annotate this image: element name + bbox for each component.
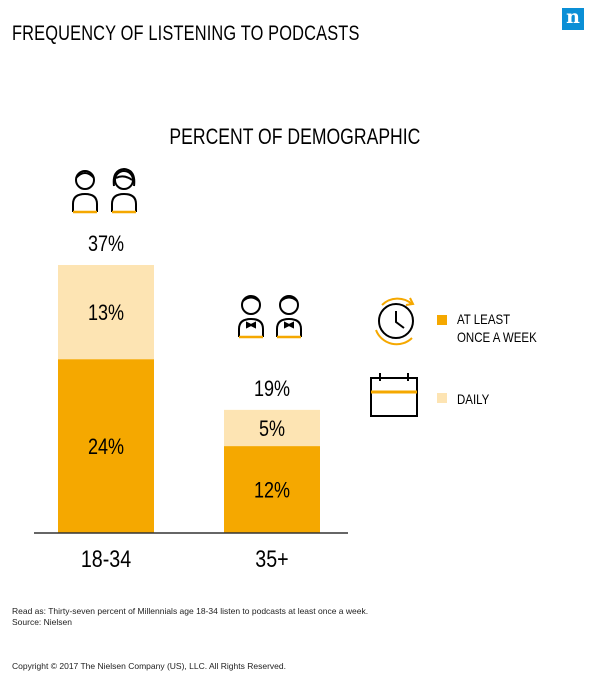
data-label-weekly-1: 24%	[88, 435, 124, 459]
bar-chart: 24% 13% 37% 18-34 12% 5% 19% 35+	[34, 167, 447, 572]
millennial-couple-icon	[72, 167, 137, 214]
bar-weekly-1	[58, 359, 154, 533]
clock-icon	[375, 297, 415, 346]
calendar-icon	[370, 373, 418, 417]
total-label-1: 37%	[88, 232, 124, 256]
footnote: Read as: Thirty-seven percent of Millenn…	[12, 606, 368, 628]
chart-subtitle: PERCENT OF DEMOGRAPHIC	[169, 124, 420, 149]
legend-label-daily: DAILY	[457, 391, 490, 407]
data-label-daily-2: 5%	[259, 417, 285, 441]
older-couple-icon	[238, 295, 302, 339]
nielsen-logo: n	[562, 8, 584, 30]
footnote-source: Source: Nielsen	[12, 617, 73, 627]
legend-swatch-daily	[437, 393, 447, 403]
category-label-2: 35+	[255, 545, 288, 572]
total-label-2: 19%	[254, 377, 290, 401]
bar-weekly-2	[224, 446, 320, 533]
legend-swatch-weekly	[437, 315, 447, 325]
footnote-read-as: Read as: Thirty-seven percent of Millenn…	[12, 606, 369, 616]
bar-daily-1	[58, 265, 154, 360]
legend-label-weekly: AT LEAST ONCE A WEEK	[457, 311, 537, 345]
category-label-1: 18-34	[81, 545, 131, 572]
data-label-weekly-2: 12%	[254, 479, 290, 503]
data-label-daily-1: 13%	[88, 301, 124, 325]
chart-title: FREQUENCY OF LISTENING TO PODCASTS	[12, 22, 360, 45]
bar-daily-2	[224, 409, 320, 447]
copyright: Copyright © 2017 The Nielsen Company (US…	[12, 661, 286, 671]
